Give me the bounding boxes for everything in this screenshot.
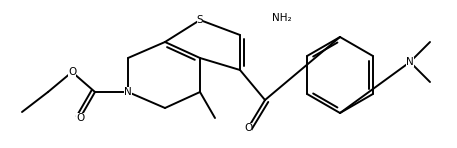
Text: O: O — [68, 67, 76, 77]
Text: O: O — [244, 123, 252, 133]
Text: N: N — [124, 87, 132, 97]
Text: O: O — [76, 113, 84, 123]
Text: NH₂: NH₂ — [272, 13, 292, 23]
Text: S: S — [197, 15, 203, 25]
Text: N: N — [406, 57, 414, 67]
